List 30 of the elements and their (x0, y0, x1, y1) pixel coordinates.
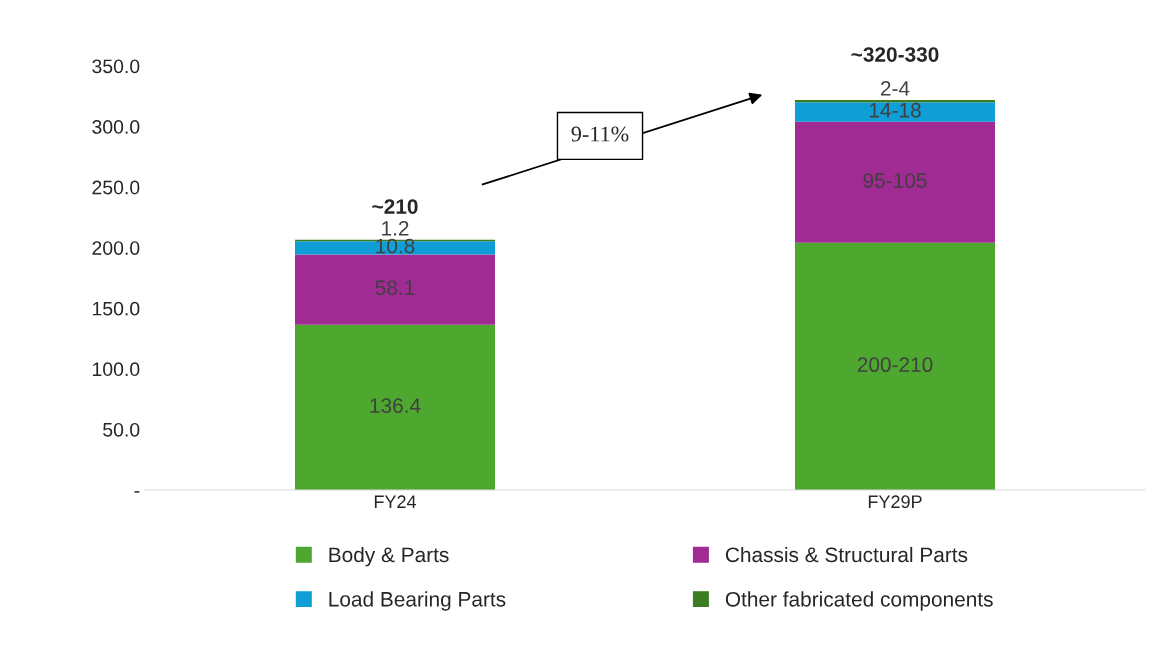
legend-label: Load Bearing Parts (329, 591, 506, 611)
y-tick-label: 150.0 (92, 301, 140, 316)
data-label: 58.1 (375, 280, 415, 296)
legend-label: Other fabricated components (725, 591, 993, 611)
data-label: 10.8 (376, 238, 415, 254)
y-tick-label: 200.0 (92, 241, 140, 255)
text: ~320-330 (851, 47, 939, 62)
bar (295, 254, 495, 325)
data-label: 136.4 (370, 398, 421, 413)
y-tick-label: 100.0 (92, 362, 140, 377)
x-tick-label: FY29P (868, 495, 922, 509)
y-tick-label: 250.0 (92, 180, 140, 195)
y-tick-label: 300.0 (92, 120, 140, 134)
bar (795, 102, 995, 122)
bar (795, 242, 995, 490)
data-label: 95-105 (863, 173, 927, 188)
data-label: 2-4 (880, 81, 910, 96)
y-tick-label: 50.0 (103, 422, 140, 437)
legend-label: Chassis & Structural Parts (725, 546, 968, 563)
annotation: 9-11% (571, 126, 629, 142)
x-tick-label: FY24 (374, 495, 417, 508)
bar (295, 324, 495, 490)
y-tick-label: 350.0 (92, 59, 140, 74)
annotation: ~210 (372, 199, 418, 214)
data-label: 14-18 (869, 102, 921, 118)
bar (795, 121, 995, 243)
legend-label: Body & Parts (329, 546, 449, 567)
data-label: 200-210 (857, 357, 933, 373)
data-label: 1.2 (382, 220, 409, 236)
y-tick-label: - (134, 491, 140, 493)
